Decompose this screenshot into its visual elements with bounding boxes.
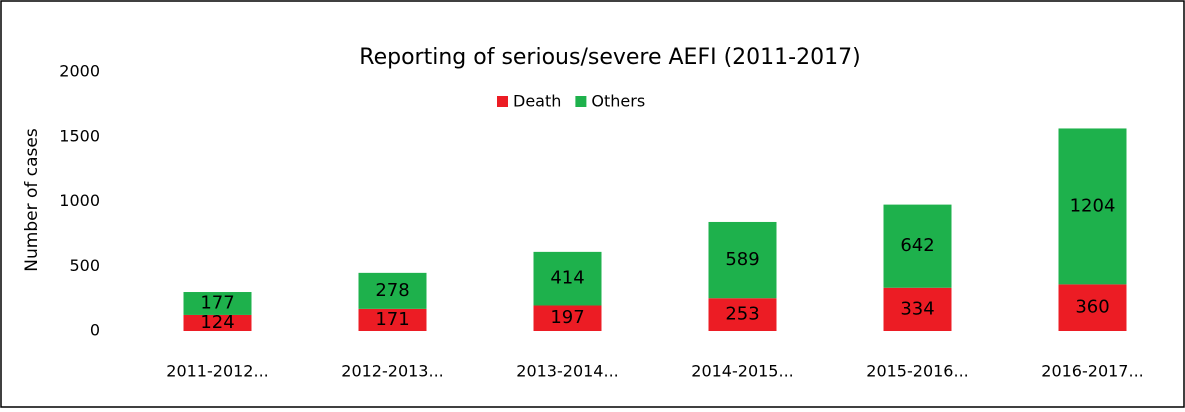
data-label: 253 (725, 304, 759, 325)
y-axis-label: Number of cases (22, 128, 42, 272)
legend-swatch (575, 96, 587, 107)
x-tick-label: 2016-2017... (1041, 362, 1143, 381)
x-tick-label: 2015-2016... (866, 362, 968, 381)
bar-segment (883, 287, 952, 331)
y-tick-label: 0 (90, 321, 100, 340)
bar-segment (183, 292, 252, 315)
data-label: 334 (900, 298, 934, 319)
bar-segment (358, 308, 427, 331)
bar-segment (1058, 128, 1127, 285)
x-tick-label: 2014-2015... (691, 362, 793, 381)
data-label: 124 (200, 312, 234, 333)
bar-segment (708, 298, 777, 331)
data-label: 360 (1075, 297, 1109, 318)
bar-segment (533, 305, 602, 331)
bar-segment (358, 272, 427, 309)
data-label: 642 (900, 235, 934, 256)
x-tick-label: 2012-2013... (341, 362, 443, 381)
chart-title: Reporting of serious/severe AEFI (2011-2… (359, 45, 860, 70)
data-label: 197 (550, 307, 584, 328)
data-label: 414 (550, 268, 584, 289)
data-label: 278 (375, 280, 409, 301)
x-tick-label: 2013-2014... (516, 362, 618, 381)
legend-swatch (497, 96, 508, 107)
x-tick-label: 2011-2012... (166, 362, 268, 381)
bar-segment (883, 204, 952, 288)
data-label: 171 (375, 309, 409, 330)
y-tick-label: 1000 (59, 191, 100, 210)
y-tick-label: 2000 (59, 62, 100, 81)
legend-label: Others (591, 92, 645, 111)
legend-label: Death (513, 92, 561, 111)
bar-segment (533, 251, 602, 306)
bar-segment (1058, 284, 1127, 331)
data-label: 589 (725, 249, 759, 270)
data-label: 1204 (1070, 195, 1116, 216)
y-tick-label: 500 (69, 256, 100, 275)
data-label: 177 (200, 292, 234, 313)
y-tick-label: 1500 (59, 126, 100, 145)
bar-segment (183, 314, 252, 331)
bar-segment (708, 221, 777, 299)
